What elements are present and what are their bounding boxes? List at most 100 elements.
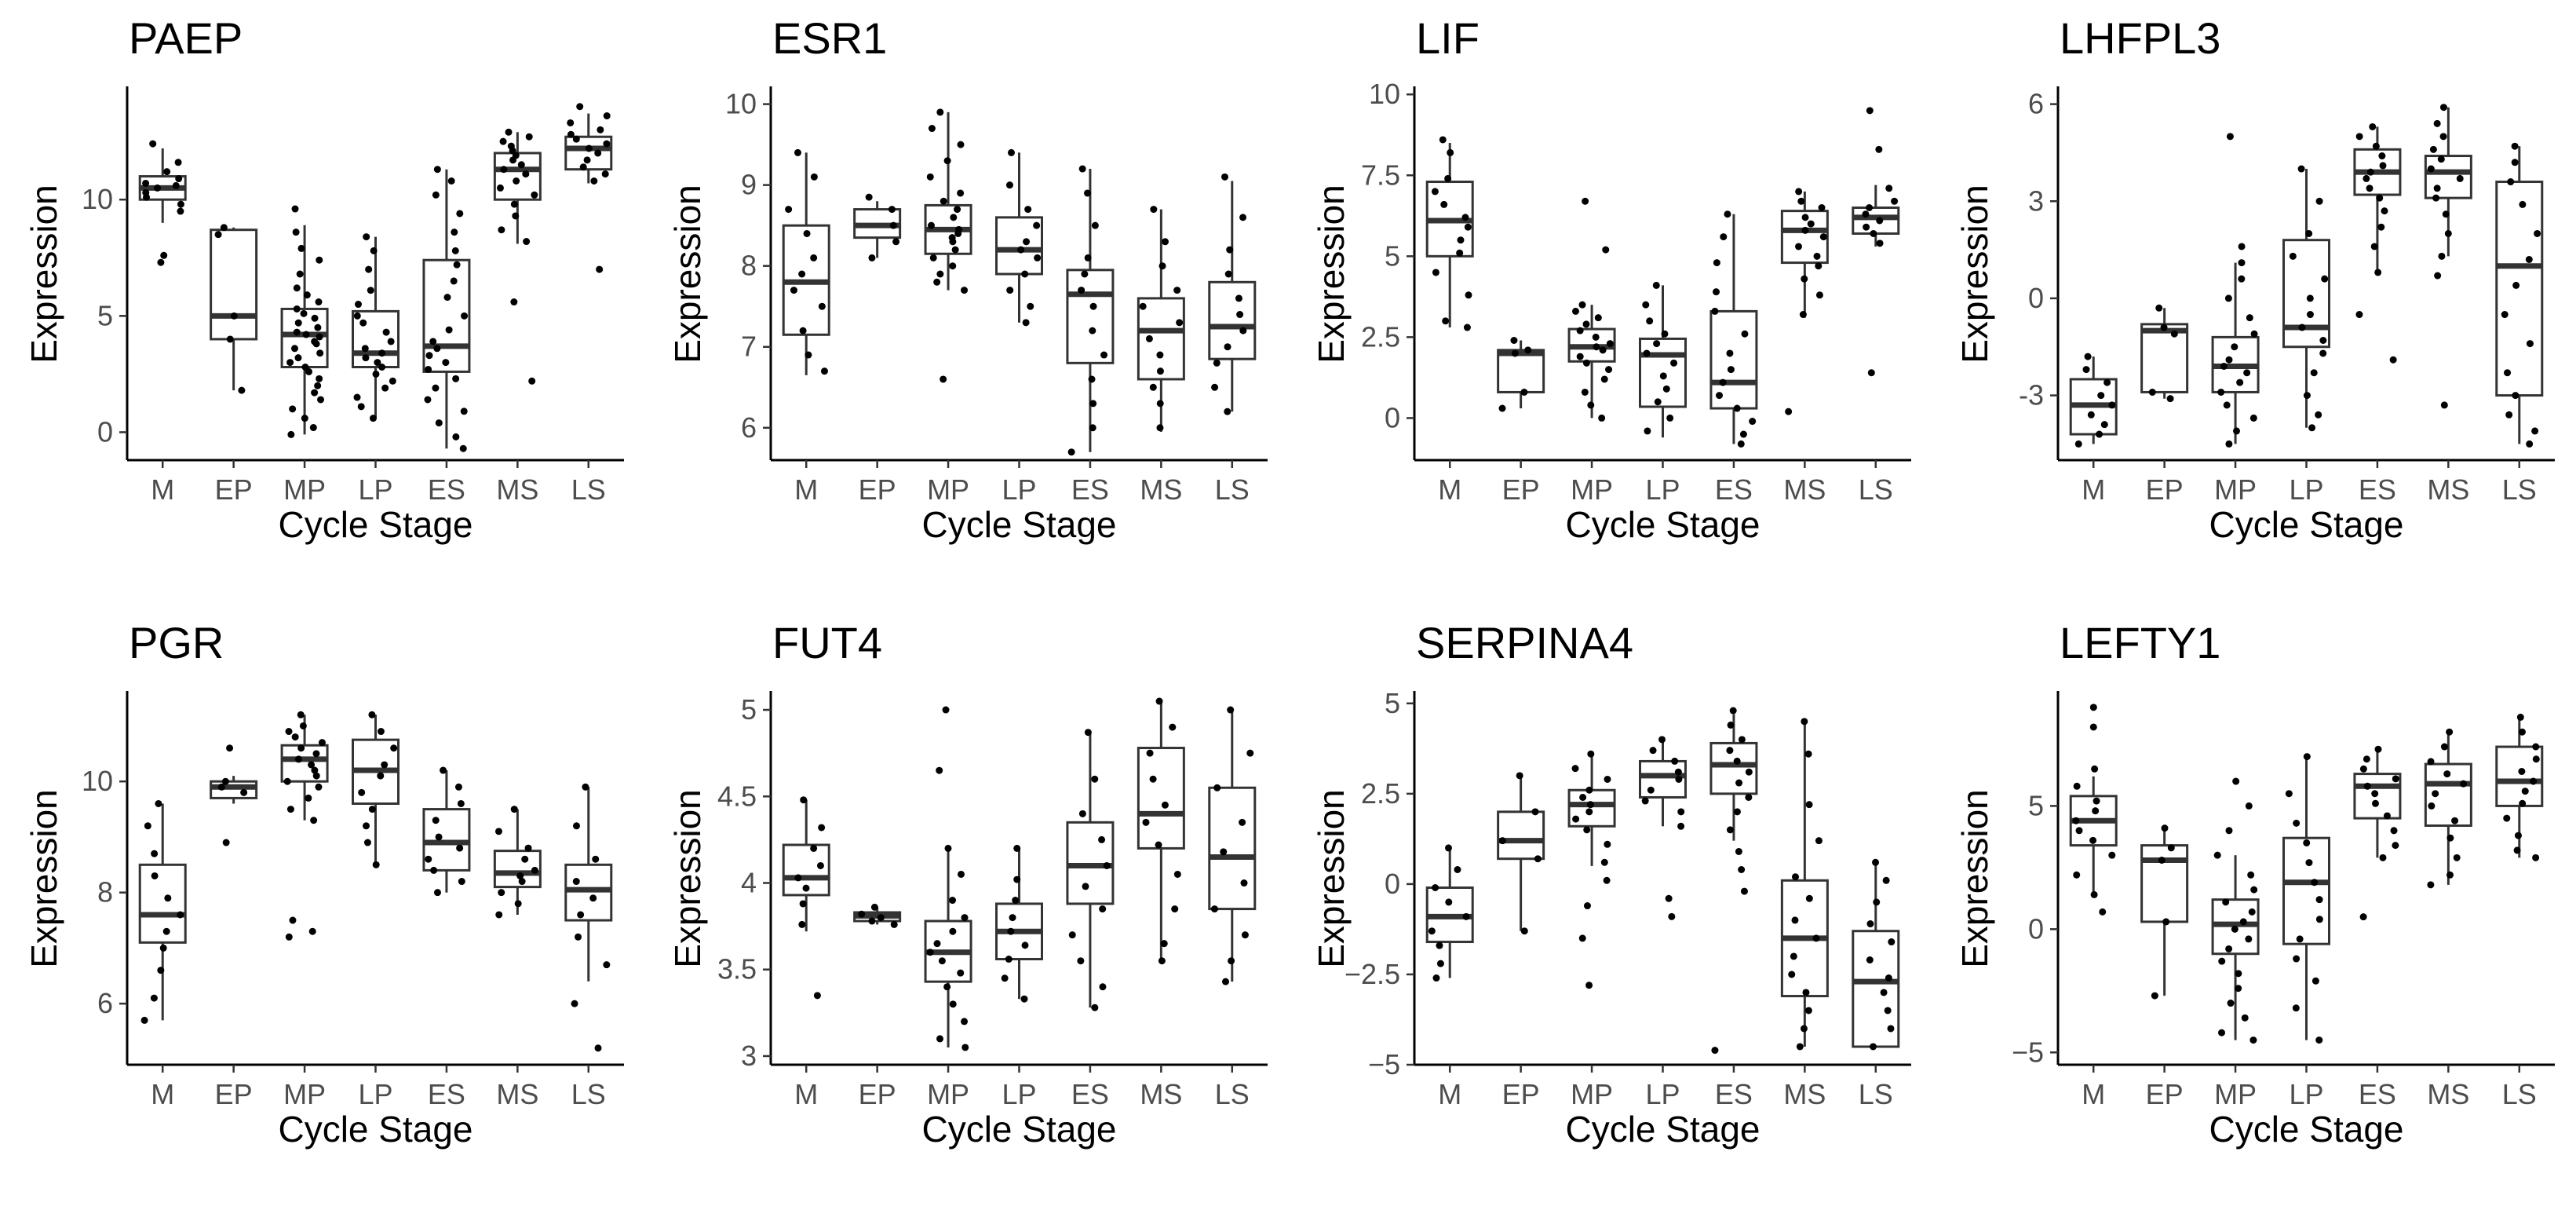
data-point	[2453, 854, 2461, 861]
data-point	[1160, 940, 1168, 948]
y-tick-label: 0	[97, 415, 113, 448]
data-point	[961, 914, 969, 922]
data-point	[305, 367, 313, 375]
data-point	[353, 312, 361, 320]
data-point	[2392, 775, 2399, 783]
data-point	[865, 193, 873, 201]
x-tick-label: MP	[927, 1078, 969, 1110]
data-point	[2167, 844, 2175, 852]
chart-svg: ESR1 6 7 8 9 10 M EP MP LP ES MS LS Cycle Stage Expres…	[667, 13, 1268, 545]
data-point	[2427, 881, 2435, 889]
data-point	[1801, 275, 1808, 283]
data-point	[799, 327, 807, 334]
box-M	[1425, 136, 1474, 331]
data-point	[1089, 302, 1097, 310]
x-tick-label: ES	[2359, 1078, 2396, 1110]
data-point	[220, 224, 228, 232]
data-point	[1582, 359, 1590, 367]
y-tick-label: -3	[2019, 379, 2044, 411]
data-point	[2305, 859, 2313, 867]
data-point	[293, 305, 301, 313]
box-MS	[2424, 728, 2472, 889]
data-point	[583, 156, 591, 164]
data-point	[785, 206, 793, 214]
box-ES	[1066, 729, 1115, 1011]
data-point	[301, 415, 308, 422]
data-point	[1078, 287, 1085, 294]
data-point	[1227, 706, 1235, 714]
data-point	[572, 822, 580, 830]
data-point	[525, 133, 533, 141]
box-iqr	[138, 863, 187, 944]
data-point	[597, 126, 604, 133]
box-iqr	[1137, 747, 1185, 850]
y-tick-label: 4	[741, 867, 757, 899]
data-point	[1464, 223, 1472, 231]
x-tick-label: MS	[1140, 473, 1182, 506]
data-point	[2100, 421, 2108, 429]
data-point	[2308, 424, 2316, 432]
data-point	[1084, 729, 1092, 737]
data-point	[378, 364, 386, 371]
y-tick-label: 6	[741, 411, 757, 444]
data-point	[2306, 294, 2314, 302]
box-EP	[1497, 336, 1545, 412]
y-axis-label: Expression	[1954, 789, 1995, 968]
data-point	[1805, 894, 1813, 902]
data-point	[2311, 977, 2319, 985]
data-point	[495, 911, 503, 919]
data-point	[1887, 1025, 1895, 1033]
data-point	[2389, 356, 2397, 364]
data-point	[1804, 750, 1812, 758]
data-point	[603, 112, 611, 120]
data-point	[1149, 775, 1157, 783]
data-point	[2511, 159, 2519, 166]
data-point	[294, 354, 302, 362]
data-point	[2315, 197, 2323, 205]
y-tick-label: 0	[1385, 401, 1400, 433]
data-point	[1006, 287, 1014, 294]
data-point	[157, 258, 165, 266]
data-point	[1226, 246, 1234, 254]
data-point	[949, 262, 957, 270]
data-point	[810, 173, 818, 181]
data-point	[2432, 790, 2439, 798]
data-point	[389, 377, 396, 385]
x-axis-label: Cycle Stage	[921, 1109, 1116, 1150]
data-point	[1866, 920, 1874, 928]
data-point	[1020, 995, 1028, 1003]
data-point	[1738, 865, 1746, 873]
box-iqr	[493, 850, 542, 889]
data-point	[1440, 200, 1448, 208]
data-point	[1797, 197, 1805, 205]
y-tick-label: 10	[82, 183, 113, 215]
data-point	[2315, 916, 2323, 923]
data-point	[2089, 704, 2097, 711]
box-LS	[564, 783, 613, 1052]
data-point	[1675, 775, 1683, 783]
data-point	[1602, 246, 1610, 254]
data-point	[1726, 349, 1734, 357]
data-point	[1801, 214, 1809, 221]
panel-pgr: PGR 6 8 10 M EP MP LP ES MS LS Cycle Stage Expressio…	[0, 605, 644, 1209]
data-point	[1531, 808, 1539, 816]
data-point	[1875, 145, 1883, 153]
data-point	[2456, 174, 2464, 182]
box-EP	[1497, 772, 1545, 935]
data-point	[2231, 925, 2238, 933]
data-point	[2381, 207, 2388, 215]
data-point	[2225, 356, 2233, 364]
data-point	[1213, 784, 1221, 791]
data-point	[363, 822, 370, 830]
data-point	[2217, 388, 2225, 396]
data-point	[2089, 836, 2097, 844]
data-point	[870, 903, 878, 911]
data-point	[451, 247, 459, 254]
box-MS	[1780, 188, 1829, 415]
data-point	[1720, 233, 1728, 241]
data-point	[2298, 324, 2306, 331]
data-point	[798, 270, 806, 278]
data-point	[1818, 204, 1826, 212]
data-point	[1084, 254, 1092, 261]
data-point	[315, 298, 323, 306]
